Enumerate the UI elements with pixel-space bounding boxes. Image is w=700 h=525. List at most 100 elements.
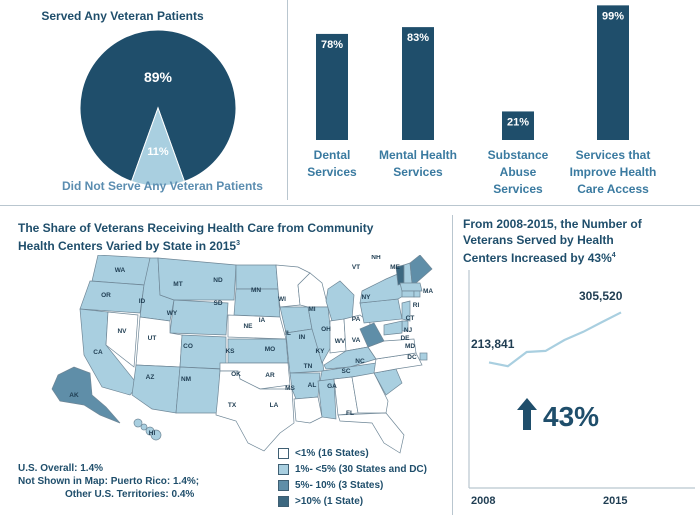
state-label-ga: GA bbox=[327, 383, 337, 390]
state-label-wa: WA bbox=[115, 267, 126, 274]
bar-chart: 78% Dental Services 83% Mental Health Service… bbox=[307, 5, 657, 196]
state-label-wi: WI bbox=[278, 296, 286, 303]
state-mt bbox=[157, 257, 237, 301]
line-start-label: 213,841 bbox=[471, 337, 515, 351]
state-nm bbox=[175, 366, 221, 414]
line-series bbox=[488, 311, 622, 368]
divider-vertical-bottom bbox=[452, 215, 453, 515]
divider-vertical-top bbox=[287, 0, 288, 200]
state-label-tn: TN bbox=[304, 363, 313, 370]
map-footnotes: U.S. Overall: 1.4% Not Shown in Map: Pue… bbox=[18, 462, 199, 501]
state-label-nm: NM bbox=[181, 376, 191, 383]
state-hi-island-4 bbox=[150, 429, 162, 441]
us-map: WA OR CA NV ID MT WY UT CO AZ NM ND SD NE KS OK TX MN IA MO… bbox=[51, 255, 433, 454]
pie-slice-not-served bbox=[130, 106, 186, 187]
state-label-ne: NE bbox=[243, 323, 253, 330]
state-ks bbox=[227, 338, 289, 364]
map-title: The Share of Veterans Receiving Health C… bbox=[18, 220, 373, 254]
pie-title: Served Any Veteran Patients bbox=[41, 9, 204, 23]
bar-3 bbox=[502, 111, 534, 140]
state-label-vt: VT bbox=[352, 264, 360, 271]
state-co bbox=[179, 334, 227, 370]
legend-item-1: <1% (16 States) bbox=[278, 446, 369, 460]
bar-1 bbox=[316, 33, 348, 140]
bar-value-label-3: 21% bbox=[507, 116, 529, 128]
state-label-hi: HI bbox=[149, 430, 156, 437]
state-wy bbox=[169, 299, 229, 336]
state-dc bbox=[419, 352, 428, 361]
legend-label-4: >10% (1 State) bbox=[295, 495, 364, 507]
pie-label-not-served: 11% bbox=[147, 146, 169, 158]
state-label-in: IN bbox=[299, 334, 306, 341]
legend-item-3: 5%- 10% (3 States) bbox=[278, 478, 383, 492]
state-label-de: DE bbox=[400, 335, 410, 342]
bar-category-label-4-2: Improve Health bbox=[570, 165, 657, 179]
x-tick-end: 2015 bbox=[603, 495, 627, 507]
state-label-ny: NY bbox=[361, 294, 371, 301]
state-label-nc: NC bbox=[355, 358, 365, 365]
line-title-line1: From 2008-2015, the Number of bbox=[463, 217, 642, 231]
state-ct bbox=[401, 290, 415, 298]
bar-category-label-4-3: Care Access bbox=[577, 182, 649, 196]
line-end-label: 305,520 bbox=[579, 289, 623, 303]
state-ga bbox=[351, 372, 389, 414]
bar-value-label-2: 83% bbox=[407, 32, 429, 44]
footnote-puerto-rico: Not Shown in Map: Puerto Rico: 1.4%; bbox=[18, 476, 200, 487]
state-label-sc: SC bbox=[341, 368, 350, 375]
state-label-ma: MA bbox=[423, 288, 433, 295]
legend-label-3: 5%- 10% (3 States) bbox=[295, 479, 384, 491]
state-label-az: AZ bbox=[146, 374, 155, 381]
legend-swatch-4 bbox=[278, 495, 289, 507]
state-wv bbox=[359, 322, 385, 348]
state-ma bbox=[399, 282, 423, 292]
state-label-nd: ND bbox=[213, 277, 223, 284]
state-ri bbox=[413, 290, 421, 298]
state-label-sd: SD bbox=[213, 300, 222, 307]
state-label-ia: IA bbox=[259, 317, 266, 324]
state-fl bbox=[337, 412, 405, 454]
state-or bbox=[79, 280, 145, 314]
state-ne bbox=[227, 314, 287, 340]
line-title-sup: 4 bbox=[611, 252, 616, 259]
state-label-ok: OK bbox=[231, 371, 241, 378]
legend-label-1: <1% (16 States) bbox=[295, 447, 369, 459]
state-label-nj: NJ bbox=[404, 327, 413, 334]
increase-arrow-icon bbox=[517, 398, 537, 430]
line-title: From 2008-2015, the Number of Veterans S… bbox=[463, 216, 642, 266]
map-title-line1: The Share of Veterans Receiving Health C… bbox=[18, 221, 374, 235]
state-me bbox=[409, 255, 433, 284]
state-md bbox=[383, 320, 403, 336]
legend-swatch-1 bbox=[278, 447, 289, 459]
state-label-wv: WV bbox=[335, 338, 346, 345]
state-label-mi: MI bbox=[308, 306, 315, 313]
state-label-ut: UT bbox=[148, 335, 157, 342]
pie-slice-served bbox=[79, 29, 237, 183]
pie-bottom-label: Did Not Serve Any Veteran Patients bbox=[62, 179, 263, 193]
state-label-mn: MN bbox=[251, 287, 261, 294]
state-ms bbox=[317, 378, 337, 420]
map-title-sup: 3 bbox=[236, 240, 240, 247]
state-label-ca: CA bbox=[93, 349, 103, 356]
bar-category-label-4-1: Services that bbox=[576, 148, 651, 162]
state-nd bbox=[235, 264, 279, 290]
legend-label-2: 1%- <5% (30 States and DC) bbox=[295, 463, 427, 475]
bar-category-label-3-2: Abuse bbox=[500, 165, 537, 179]
state-label-il: IL bbox=[285, 330, 291, 337]
divider-horizontal bbox=[0, 205, 700, 206]
legend-swatch-2 bbox=[278, 463, 289, 475]
footnote-us-overall: U.S. Overall: 1.4% bbox=[18, 463, 104, 474]
state-label-ct: CT bbox=[406, 315, 415, 322]
state-az bbox=[131, 364, 181, 414]
state-nj bbox=[401, 300, 411, 322]
legend-swatch-3 bbox=[278, 479, 289, 491]
legend-item-2: 1%- <5% (30 States and DC) bbox=[278, 462, 427, 476]
bar-category-label-2-1: Mental Health bbox=[379, 148, 457, 162]
x-tick-start: 2008 bbox=[471, 495, 495, 507]
map-legend: <1% (16 States) 1%- <5% (30 States and DC… bbox=[278, 446, 458, 510]
state-label-va: VA bbox=[352, 337, 361, 344]
state-label-tx: TX bbox=[228, 402, 237, 409]
state-label-ar: AR bbox=[265, 372, 275, 379]
state-hi-island-1 bbox=[133, 418, 143, 428]
state-label-nh: NH bbox=[371, 255, 381, 261]
state-ak bbox=[51, 366, 121, 424]
